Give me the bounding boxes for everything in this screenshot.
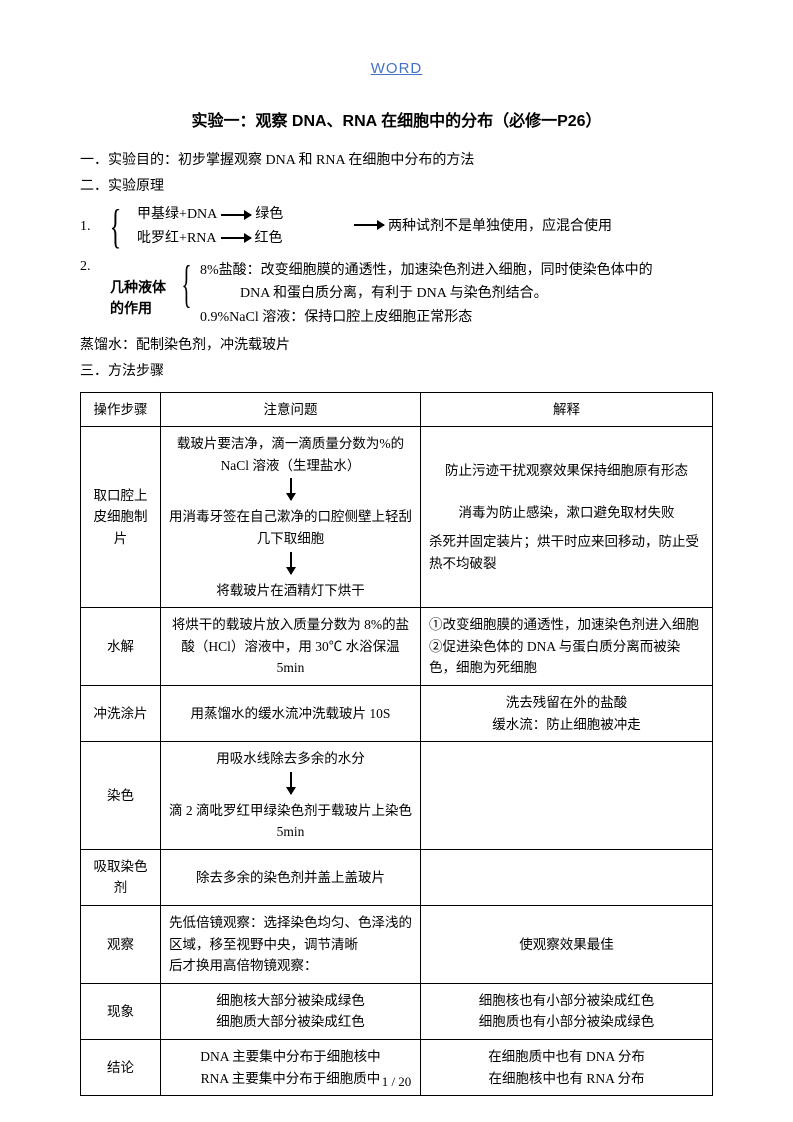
cell-explain	[421, 849, 713, 905]
cell-explain: ①改变细胞膜的通透性，加速染色剂进入细胞 ②促进染色体的 DNA 与蛋白质分离而…	[421, 608, 713, 686]
liquid-label-b: 的作用	[110, 298, 166, 319]
hcl-line: 8%盐酸：改变细胞膜的通透性，加速染色剂进入细胞，同时使染色体中的	[200, 259, 713, 283]
reagent-rna-label: 吡罗红+RNA	[137, 227, 216, 251]
table-row: 吸取染色剂 除去多余的染色剂并盖上盖玻片	[81, 849, 713, 905]
reagent-dna-label: 甲基绿+DNA	[137, 203, 217, 227]
cell-note: 用吸水线除去多余的水分 滴 2 滴吡罗红甲绿染色剂于载玻片上染色 5min	[161, 742, 421, 850]
cell-step: 取口腔上皮细胞制片	[81, 427, 161, 608]
purpose-line: 一．实验目的：初步掌握观察 DNA 和 RNA 在细胞中分布的方法	[80, 149, 713, 173]
liquid-label-a: 几种液体	[110, 277, 166, 298]
cell-note: 先低倍镜观察：选择染色均匀、色泽浅的区域，移至视野中央，调节清晰 后才换用高倍物…	[161, 906, 421, 984]
table-row: 染色 用吸水线除去多余的水分 滴 2 滴吡罗红甲绿染色剂于载玻片上染色 5min	[81, 742, 713, 850]
cell-explain: 洗去残留在外的盐酸 缓水流：防止细胞被冲走	[421, 685, 713, 741]
purpose-text: 初步掌握观察 DNA 和 RNA 在细胞中分布的方法	[178, 153, 474, 168]
cell-explain: 细胞核也有小部分被染成红色 细胞质也有小部分被染成绿色	[421, 983, 713, 1039]
reagent-principle: 1. { 甲基绿+DNA 绿色 吡罗红+RNA 红色 两种试剂不是单独使用，应混…	[80, 203, 713, 251]
cell-step: 染色	[81, 742, 161, 850]
brace-left-icon: {	[181, 255, 191, 314]
hcl-line-2: DNA 和蛋白质分离，有利于 DNA 与染色剂结合。	[240, 282, 713, 306]
cell-explain	[421, 742, 713, 850]
table-row: 取口腔上皮细胞制片 载玻片要洁净，滴一滴质量分数为%的 NaCl 溶液（生理盐水…	[81, 427, 713, 608]
cell-note: 用蒸馏水的缓水流冲洗载玻片 10S	[161, 685, 421, 741]
cell-note: 载玻片要洁净，滴一滴质量分数为%的 NaCl 溶液（生理盐水） 用消毒牙签在自己…	[161, 427, 421, 608]
cell-explain: 使观察效果最佳	[421, 906, 713, 984]
cell-step: 水解	[81, 608, 161, 686]
r4-note-1: 用吸水线除去多余的水分	[169, 748, 412, 770]
cell-step: 吸取染色剂	[81, 849, 161, 905]
brace-left-icon: {	[110, 203, 122, 251]
page-title: 实验一：观察 DNA、RNA 在细胞中的分布（必修一P26）	[80, 107, 713, 131]
r1-note-1: 载玻片要洁净，滴一滴质量分数为%的 NaCl 溶液（生理盐水）	[169, 433, 412, 476]
header-link[interactable]: WORD	[80, 60, 713, 77]
principle-number-2: 2.	[80, 259, 108, 275]
purpose-label: 一．实验目的：	[80, 153, 178, 168]
nacl-line: 0.9%NaCl 溶液：保持口腔上皮细胞正常形态	[200, 306, 713, 330]
r1-exp-1: 防止污迹干扰观察效果保持细胞原有形态	[429, 460, 704, 482]
cell-note: 将烘干的载玻片放入质量分数为 8%的盐酸（HCl）溶液中，用 30℃ 水浴保温 …	[161, 608, 421, 686]
arrow-right-icon	[221, 237, 251, 239]
arrow-down-icon	[290, 772, 292, 794]
table-header-row: 操作步骤 注意问题 解释	[81, 392, 713, 427]
distilled-line: 蒸馏水：配制染色剂，冲洗载玻片	[80, 334, 713, 358]
reagent-rna-color: 红色	[255, 227, 283, 251]
reagent-dna-color: 绿色	[255, 203, 283, 227]
r4-note-2: 滴 2 滴吡罗红甲绿染色剂于载玻片上染色 5min	[169, 800, 412, 843]
r1-note-2: 用消毒牙签在自己漱净的口腔侧壁上轻刮几下取细胞	[169, 506, 412, 549]
arrow-right-icon	[354, 224, 384, 226]
arrow-down-icon	[290, 552, 292, 574]
cell-note: 除去多余的染色剂并盖上盖玻片	[161, 849, 421, 905]
table-row: 现象 细胞核大部分被染成绿色 细胞质大部分被染成红色 细胞核也有小部分被染成红色…	[81, 983, 713, 1039]
steps-table: 操作步骤 注意问题 解释 取口腔上皮细胞制片 载玻片要洁净，滴一滴质量分数为%的…	[80, 392, 713, 1097]
col-explain: 解释	[421, 392, 713, 427]
cell-step: 冲洗涂片	[81, 685, 161, 741]
reagent-note: 两种试剂不是单独使用，应混合使用	[388, 215, 612, 235]
col-note: 注意问题	[161, 392, 421, 427]
r1-note-3: 将载玻片在酒精灯下烘干	[169, 580, 412, 602]
cell-step: 观察	[81, 906, 161, 984]
r1-exp-2: 消毒为防止感染，漱口避免取材失败	[429, 502, 704, 524]
steps-label: 三．方法步骤	[80, 360, 713, 384]
table-row: 观察 先低倍镜观察：选择染色均匀、色泽浅的区域，移至视野中央，调节清晰 后才换用…	[81, 906, 713, 984]
cell-step: 现象	[81, 983, 161, 1039]
arrow-right-icon	[221, 214, 251, 216]
r1-exp-3: 杀死并固定装片；烘干时应来回移动，防止受热不均破裂	[429, 531, 704, 574]
principle-label: 二．实验原理	[80, 175, 713, 199]
page-footer: 1 / 20	[0, 1074, 793, 1090]
liquid-block: 2. 几种液体 的作用 { 8%盐酸：改变细胞膜的通透性，加速染色剂进入细胞，同…	[80, 259, 713, 330]
arrow-down-icon	[290, 478, 292, 500]
table-row: 水解 将烘干的载玻片放入质量分数为 8%的盐酸（HCl）溶液中，用 30℃ 水浴…	[81, 608, 713, 686]
table-row: 冲洗涂片 用蒸馏水的缓水流冲洗载玻片 10S 洗去残留在外的盐酸 缓水流：防止细…	[81, 685, 713, 741]
cell-note: 细胞核大部分被染成绿色 细胞质大部分被染成红色	[161, 983, 421, 1039]
cell-explain: 防止污迹干扰观察效果保持细胞原有形态 消毒为防止感染，漱口避免取材失败 杀死并固…	[421, 427, 713, 608]
col-step: 操作步骤	[81, 392, 161, 427]
principle-number-1: 1.	[80, 219, 108, 235]
